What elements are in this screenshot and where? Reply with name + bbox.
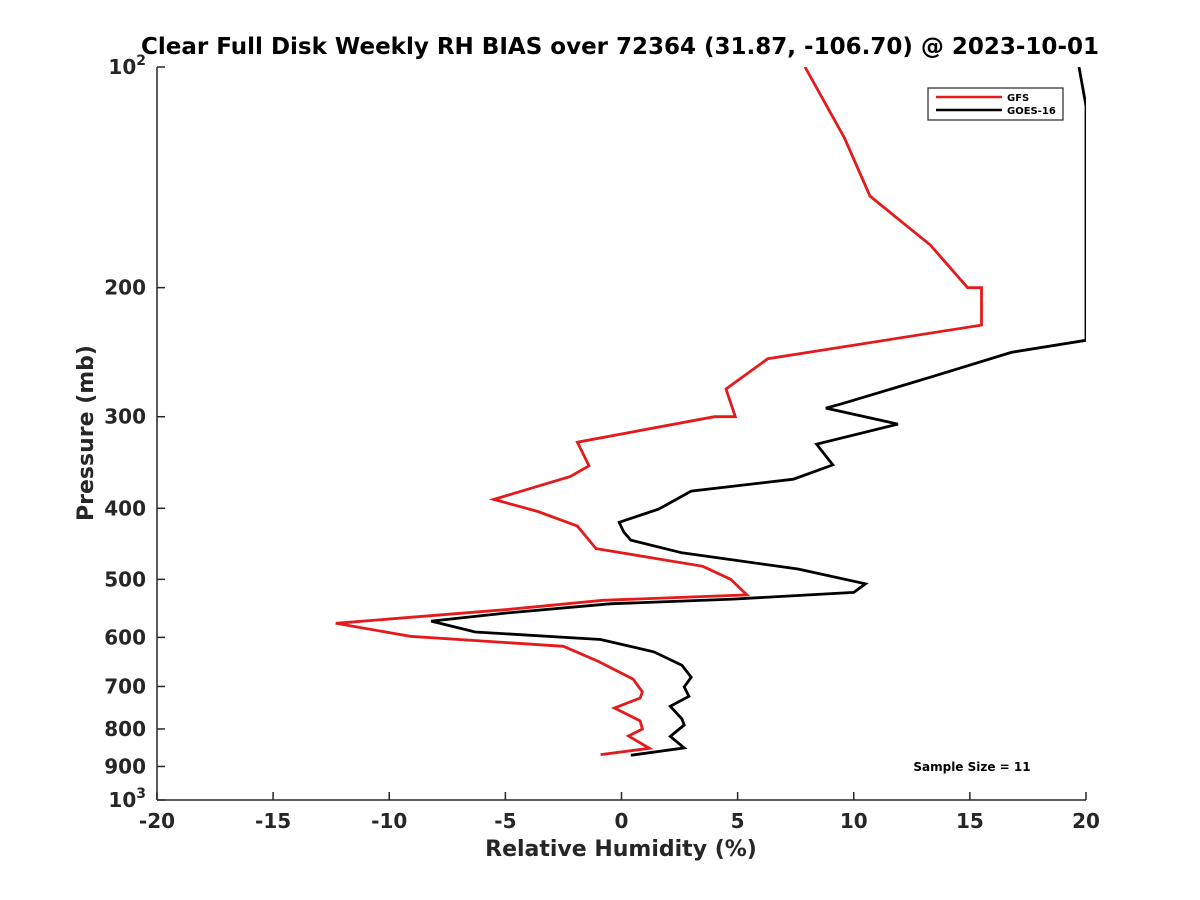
- y-tick-label: 800: [104, 717, 146, 741]
- y-tick-label: 200: [104, 276, 146, 300]
- y-tick-label: 900: [104, 754, 146, 778]
- series-line-goes16: [430, 67, 1086, 757]
- y-ticks: 102 200 300 400 500 600 700 800 900 103: [104, 53, 165, 812]
- y-tick-label: 700: [104, 674, 146, 698]
- legend-label-gfs: GFS: [1007, 93, 1029, 104]
- legend-box: [927, 87, 1064, 121]
- series-line-gfs: [335, 67, 983, 756]
- x-tick-label: 5: [731, 809, 745, 833]
- chart-title: Clear Full Disk Weekly RH BIAS over 7236…: [141, 34, 1099, 60]
- x-tick-label: 0: [615, 809, 629, 833]
- y-axis-label: Pressure (mb): [74, 345, 99, 521]
- legend: GFS GOES-16: [927, 87, 1064, 121]
- y-tick-label: 400: [104, 496, 146, 520]
- y-tick-label: 500: [104, 567, 146, 591]
- x-tick-label: 10: [840, 809, 868, 833]
- x-tick-label: 20: [1072, 809, 1100, 833]
- legend-label-goes16: GOES-16: [1007, 106, 1056, 117]
- plot-area: [335, 67, 1086, 757]
- y-tick-label: 600: [104, 625, 146, 649]
- x-tick-label: -15: [255, 809, 291, 833]
- sample-size-annotation: Sample Size = 11: [913, 760, 1030, 774]
- x-tick-label: 15: [956, 809, 984, 833]
- x-tick-label: -5: [494, 809, 516, 833]
- x-axis-label: Relative Humidity (%): [485, 837, 757, 862]
- y-tick-label: 102: [108, 53, 146, 79]
- y-tick-label: 300: [104, 405, 146, 429]
- x-tick-label: -10: [371, 809, 407, 833]
- y-tick-label: 103: [108, 786, 146, 812]
- x-ticks: -20 -15 -10 -5 0 5 10 15 20: [139, 792, 1100, 833]
- x-tick-label: -20: [139, 809, 175, 833]
